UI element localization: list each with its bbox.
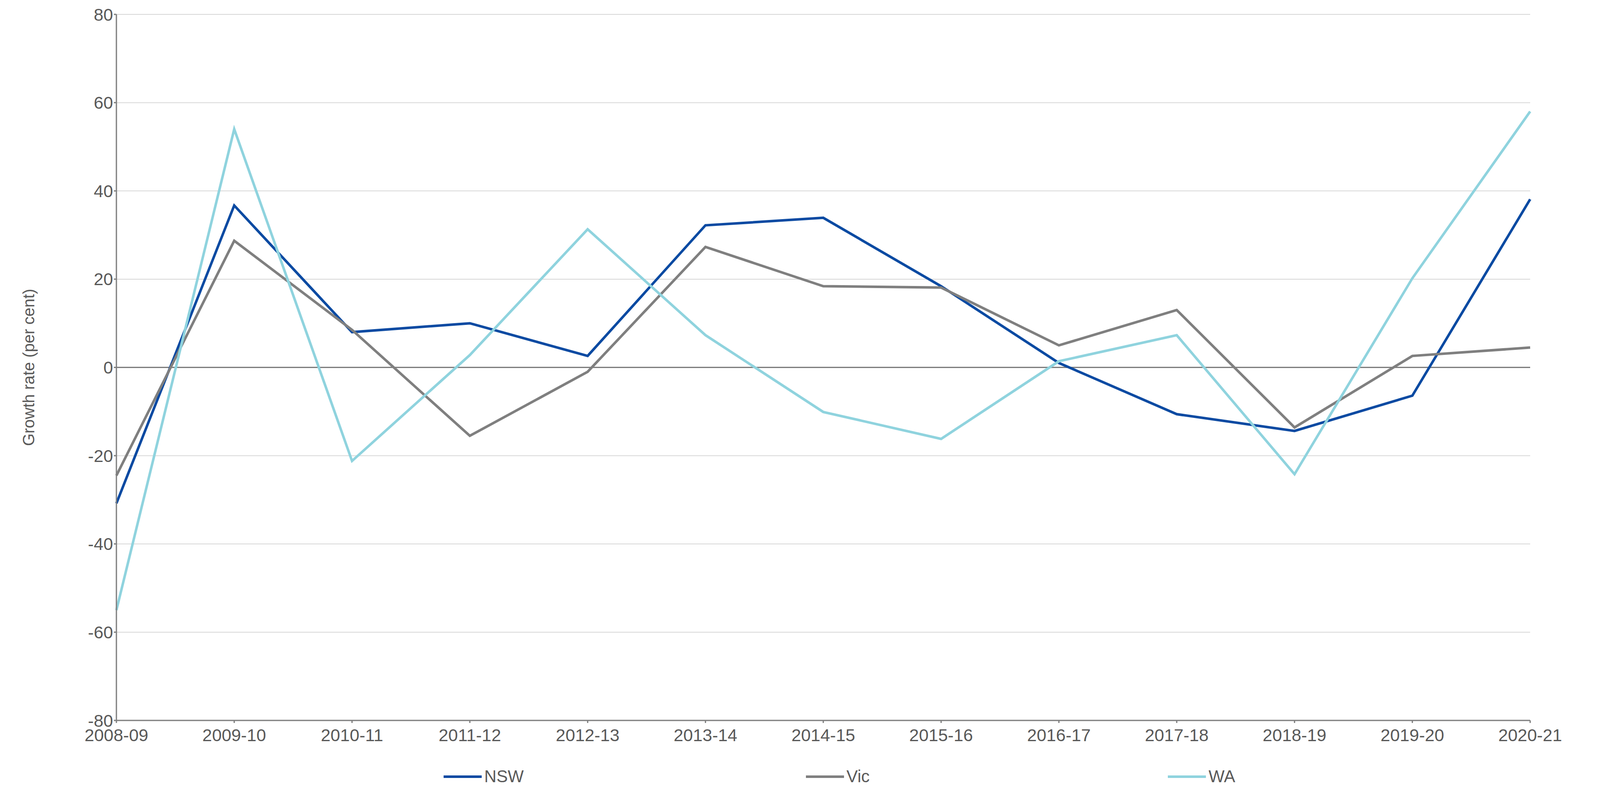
svg-text:0: 0 — [103, 358, 114, 378]
svg-text:-60: -60 — [88, 623, 114, 643]
html-text:Vic: Vic — [846, 767, 870, 787]
svg-text:2015-16: 2015-16 — [909, 725, 973, 746]
html-text:WA: WA — [1208, 767, 1236, 787]
svg-text:60: 60 — [93, 93, 114, 113]
svg-text:2012-13: 2012-13 — [555, 725, 620, 746]
svg-text:2016-17: 2016-17 — [1026, 725, 1091, 746]
svg-text:2013-14: 2013-14 — [673, 725, 737, 746]
svg-text:Growth rate (per cent): Growth rate (per cent) — [19, 289, 38, 447]
html-text:NSW: NSW — [484, 767, 524, 787]
svg-text:2010-11: 2010-11 — [320, 725, 384, 746]
svg-text:2011-12: 2011-12 — [438, 725, 501, 746]
svg-text:40: 40 — [93, 181, 114, 202]
svg-text:20: 20 — [93, 269, 114, 290]
svg-text:2019-20: 2019-20 — [1380, 725, 1444, 746]
svg-text:2018-19: 2018-19 — [1262, 725, 1327, 746]
svg-text:2014-15: 2014-15 — [791, 725, 856, 746]
svg-text:-80: -80 — [88, 711, 114, 732]
svg-text:80: 80 — [93, 5, 114, 25]
svg-text:2009-10: 2009-10 — [202, 725, 266, 746]
svg-text:-20: -20 — [88, 446, 114, 467]
svg-text:2017-18: 2017-18 — [1144, 725, 1209, 746]
svg-text:-40: -40 — [88, 534, 114, 555]
svg-text:2008-09: 2008-09 — [84, 725, 149, 746]
svg-text:2020-21: 2020-21 — [1498, 725, 1562, 746]
